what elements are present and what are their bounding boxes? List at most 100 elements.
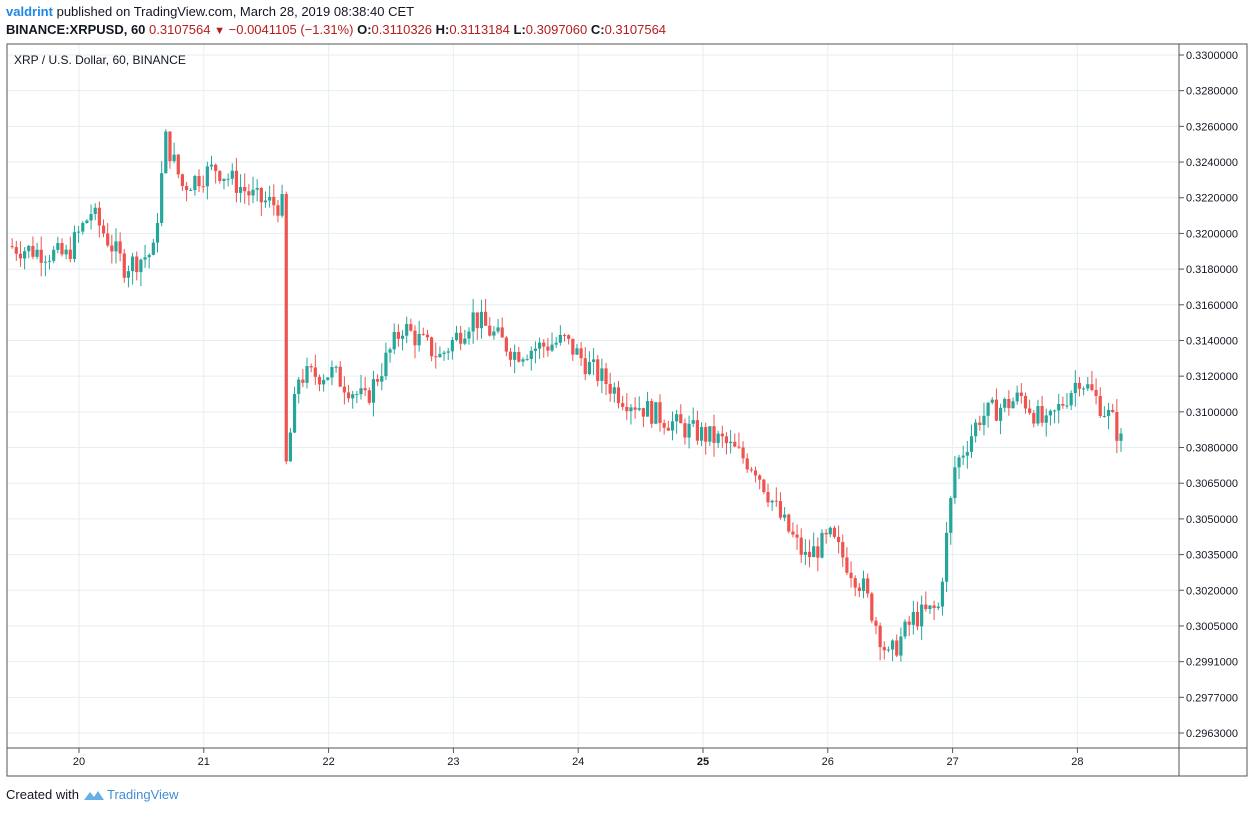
candle-body [990, 399, 994, 403]
candle-body [93, 207, 97, 215]
x-tick-label: 27 [946, 756, 958, 768]
candle-body [1036, 406, 1040, 424]
candle-body [974, 422, 978, 437]
candle-body [766, 492, 770, 503]
candle-body [911, 611, 915, 625]
candle-body [600, 368, 604, 381]
publish-info: valdrint published on TradingView.com, M… [6, 4, 414, 19]
candle-body [1065, 405, 1069, 407]
candle-body [400, 335, 405, 339]
candle-body [434, 356, 438, 358]
candle-body [1077, 382, 1082, 389]
x-tick-label: 21 [198, 756, 210, 768]
candle-body [629, 407, 633, 412]
candle-body [944, 532, 949, 582]
candle-body [1115, 412, 1119, 441]
close-value: 0.3107564 [604, 22, 667, 37]
candle-body [143, 257, 147, 260]
candle-body [1102, 415, 1106, 417]
low-label: L: [513, 22, 526, 37]
candle-body [301, 379, 305, 383]
candle-body [205, 166, 209, 187]
candle-body [218, 171, 222, 181]
candle-body [1061, 403, 1065, 406]
open-value: 0.3110326 [371, 22, 433, 37]
candle-body [940, 581, 945, 607]
candle-body [699, 427, 704, 441]
plot-area[interactable] [7, 44, 1179, 748]
candle-body [965, 451, 969, 456]
candle-body [529, 350, 533, 360]
candle-body [313, 367, 317, 377]
author-link[interactable]: valdrint [6, 4, 53, 19]
candle-body [907, 621, 911, 625]
candle-body [608, 384, 612, 394]
candle-body [878, 625, 882, 648]
candle-body [222, 178, 226, 181]
candle-body [31, 245, 35, 257]
candle-body [650, 401, 654, 424]
candle-body [52, 249, 56, 261]
y-tick-label: 0.3080000 [1186, 443, 1238, 455]
candle-body [591, 359, 596, 362]
candle-body [641, 408, 646, 417]
candle-body [280, 194, 284, 216]
candle-body [1057, 403, 1061, 411]
candle-body [1028, 408, 1032, 413]
candle-body [762, 479, 766, 493]
candle-body [1023, 395, 1028, 409]
candle-body [874, 620, 878, 626]
candle-body [297, 379, 301, 394]
candle-body [89, 214, 93, 221]
candle-body [268, 196, 272, 201]
y-tick-label: 0.3035000 [1186, 550, 1238, 562]
candle-body [176, 154, 180, 175]
candle-body [799, 537, 803, 555]
candle-body [1007, 398, 1011, 409]
candle-body [932, 605, 936, 609]
y-tick-label: 0.3260000 [1186, 121, 1238, 133]
candle-body [189, 190, 193, 192]
candle-body [288, 432, 293, 462]
created-with-text: Created with [6, 787, 79, 802]
candle-body [521, 359, 525, 362]
candle-body [272, 196, 276, 206]
candle-body [662, 423, 666, 428]
candle-body [604, 368, 608, 385]
open-label: O: [357, 22, 372, 37]
candle-body [924, 604, 928, 610]
candle-body [716, 433, 720, 443]
candle-body [392, 331, 396, 350]
candle-body [504, 337, 508, 352]
candle-body [430, 337, 434, 357]
candle-body [803, 551, 807, 555]
candle-body [758, 475, 762, 480]
candle-body [1086, 384, 1090, 389]
candle-body [454, 332, 459, 341]
candle-body [201, 186, 205, 188]
candle-body [371, 379, 376, 403]
candle-body [1098, 395, 1102, 416]
candle-body [583, 358, 587, 375]
candle-body [226, 178, 230, 180]
y-tick-label: 0.3240000 [1186, 157, 1238, 169]
candle-body [380, 376, 384, 382]
candle-body [442, 352, 446, 355]
triangle-down-icon: ▼ [214, 25, 226, 37]
x-tick-label: 22 [322, 756, 334, 768]
candle-body [1106, 409, 1111, 416]
x-tick-label: 25 [697, 756, 709, 768]
candle-body [853, 578, 857, 588]
candle-body [180, 174, 185, 187]
candle-body [1032, 412, 1036, 424]
candle-body [338, 366, 342, 387]
candle-body [417, 333, 421, 346]
outer-frame [6, 43, 1248, 777]
candle-body [234, 170, 239, 193]
candle-body [413, 330, 417, 346]
candle-body [1111, 409, 1115, 413]
tradingview-link[interactable]: TradingView [106, 787, 179, 802]
candle-body [184, 186, 189, 191]
candle-body [425, 334, 430, 338]
